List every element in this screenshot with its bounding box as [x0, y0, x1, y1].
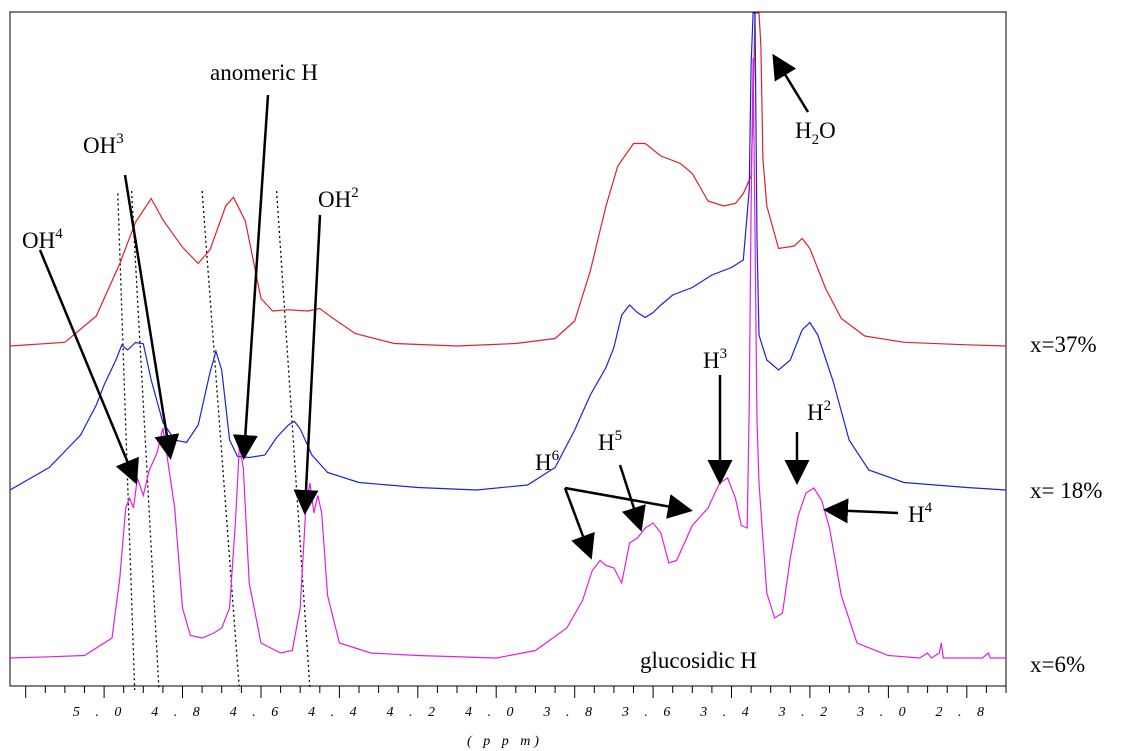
guide-line-3: [201, 190, 241, 691]
x-tick-label: 5 . 0: [73, 705, 128, 720]
x-tick-label: 2 . 8: [936, 705, 991, 720]
arrow-h5: [618, 464, 646, 532]
series-label-6: x=6%: [1030, 652, 1085, 677]
x-tick-label: 3 . 4: [699, 705, 755, 720]
arrow-oh4: [38, 249, 139, 485]
arrow-oh2: [293, 214, 322, 515]
x-tick-label: 4 . 0: [465, 705, 520, 720]
x-axis-ticks: [25, 686, 1007, 698]
label-h6: H6: [535, 448, 560, 475]
x-tick-label: 4 . 4: [308, 705, 363, 720]
label-h4: H4: [908, 500, 933, 527]
x-tick-label: 4 . 2: [387, 705, 442, 720]
series-label-37: x=37%: [1030, 332, 1097, 357]
arrow-h6-b: [564, 486, 693, 519]
label-oh4: OH4: [22, 226, 63, 253]
series-layer: [9, 12, 1007, 659]
series-line-1: [9, 12, 1007, 347]
label-h5: H5: [598, 428, 622, 455]
arrow-h4: [823, 498, 899, 524]
label-h2: H2: [807, 398, 831, 425]
label-anomeric-h: anomeric H: [210, 60, 318, 85]
arrow-oh3: [123, 174, 180, 460]
x-axis-tick-labels: 5 . 0 4 . 8 4 . 6 4 . 4 4 . 2 4 . 0 3 . 8 3 . 6…: [73, 705, 991, 720]
arrow-h2o: [772, 53, 810, 113]
label-h2o: H2O: [795, 118, 836, 148]
label-oh2: OH2: [318, 185, 359, 212]
series-line-2: [9, 12, 1007, 491]
plot-border: [9, 11, 1007, 687]
x-tick-label: 3 . 6: [621, 705, 677, 720]
label-h3: H3: [703, 346, 727, 373]
x-axis-label: ( p p m): [467, 734, 543, 749]
guide-line-4: [275, 190, 311, 691]
series-label-18: x= 18%: [1030, 478, 1102, 503]
annotation-arrows: [38, 53, 899, 560]
label-oh3: OH3: [83, 131, 124, 158]
arrow-h6-a: [563, 487, 595, 560]
x-tick-label: 4 . 8: [151, 705, 206, 720]
label-glucosidic-h: glucosidic H: [640, 648, 757, 673]
x-tick-label: 3 . 0: [856, 705, 912, 720]
x-tick-label: 4 . 6: [230, 705, 285, 720]
series-line-3: [9, 57, 1006, 659]
guide-line-2: [130, 190, 160, 691]
x-tick-label: 3 . 2: [778, 705, 834, 720]
plot-frame: [9, 11, 1007, 687]
x-tick-label: 3 . 8: [542, 705, 598, 720]
guide-lines: [117, 190, 311, 691]
arrow-anomeric: [232, 94, 270, 460]
